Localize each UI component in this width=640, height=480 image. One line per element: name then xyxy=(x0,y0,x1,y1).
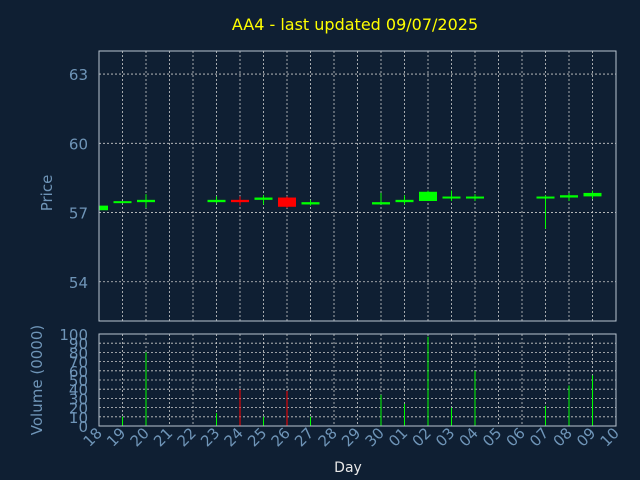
candle-body xyxy=(395,199,414,203)
candle-body xyxy=(231,199,249,203)
candle-body xyxy=(372,202,390,205)
x-tick-label: 27 xyxy=(291,424,317,450)
candle-body xyxy=(536,196,555,199)
volume-tick-label: 50 xyxy=(69,372,88,390)
x-tick-label: 28 xyxy=(315,424,341,450)
x-tick-label: 29 xyxy=(338,424,364,450)
x-tick-label: 21 xyxy=(150,424,176,450)
x-tick-label: 22 xyxy=(174,424,200,450)
candle-body xyxy=(113,201,132,204)
volume-tick-label: 40 xyxy=(69,381,88,399)
volume-tick-label: 70 xyxy=(69,354,88,372)
volume-tick-label: 80 xyxy=(69,344,88,362)
candle-body xyxy=(137,199,155,203)
x-tick-label: 01 xyxy=(385,424,411,450)
x-tick-label: 26 xyxy=(268,424,294,450)
volume-tick-label: 30 xyxy=(69,390,88,408)
x-tick-label: 03 xyxy=(432,424,458,450)
volume-tick-label: 60 xyxy=(69,363,88,381)
candle-body xyxy=(560,195,578,198)
volume-tick-label: 20 xyxy=(69,400,88,418)
candle-body xyxy=(254,197,273,200)
x-tick-label: 07 xyxy=(526,424,552,450)
x-axis-label: Day xyxy=(334,460,362,476)
x-tick-label: 09 xyxy=(573,424,599,450)
chart-title: AA4 - last updated 09/07/2025 xyxy=(232,15,478,34)
candle-body xyxy=(466,196,484,199)
candle-body xyxy=(442,196,461,199)
candle-body xyxy=(583,192,602,197)
candle-body xyxy=(207,199,226,203)
price-tick-label: 57 xyxy=(69,205,88,223)
price-tick-label: 54 xyxy=(69,274,88,292)
price-axis-label: Price xyxy=(38,175,56,212)
x-tick-label: 06 xyxy=(503,424,529,450)
price-tick-label: 60 xyxy=(69,135,88,153)
x-tick-label: 20 xyxy=(127,424,153,450)
x-tick-label: 19 xyxy=(103,424,129,450)
volume-tick-label: 90 xyxy=(69,335,88,353)
volume-plot-frame xyxy=(98,333,617,427)
x-tick-label: 10 xyxy=(597,424,623,450)
price-plot-frame xyxy=(98,50,617,322)
volume-tick-label: 0 xyxy=(78,418,88,436)
x-tick-label: 05 xyxy=(479,424,505,450)
candle-body xyxy=(278,197,296,207)
candle-body xyxy=(99,205,108,211)
x-tick-label: 24 xyxy=(221,424,247,450)
x-tick-label: 23 xyxy=(197,424,223,450)
candle-body xyxy=(301,202,320,205)
volume-tick-label: 10 xyxy=(69,409,88,427)
price-tick-label: 63 xyxy=(69,66,88,84)
volume-tick-label: 100 xyxy=(59,326,88,344)
candle-body xyxy=(419,191,437,201)
x-tick-label: 30 xyxy=(362,424,388,450)
x-tick-label: 08 xyxy=(550,424,576,450)
x-tick-label: 25 xyxy=(244,424,270,450)
x-tick-label: 02 xyxy=(409,424,435,450)
x-tick-label: 04 xyxy=(456,424,482,450)
volume-axis-label: Volume (0000) xyxy=(28,325,46,435)
